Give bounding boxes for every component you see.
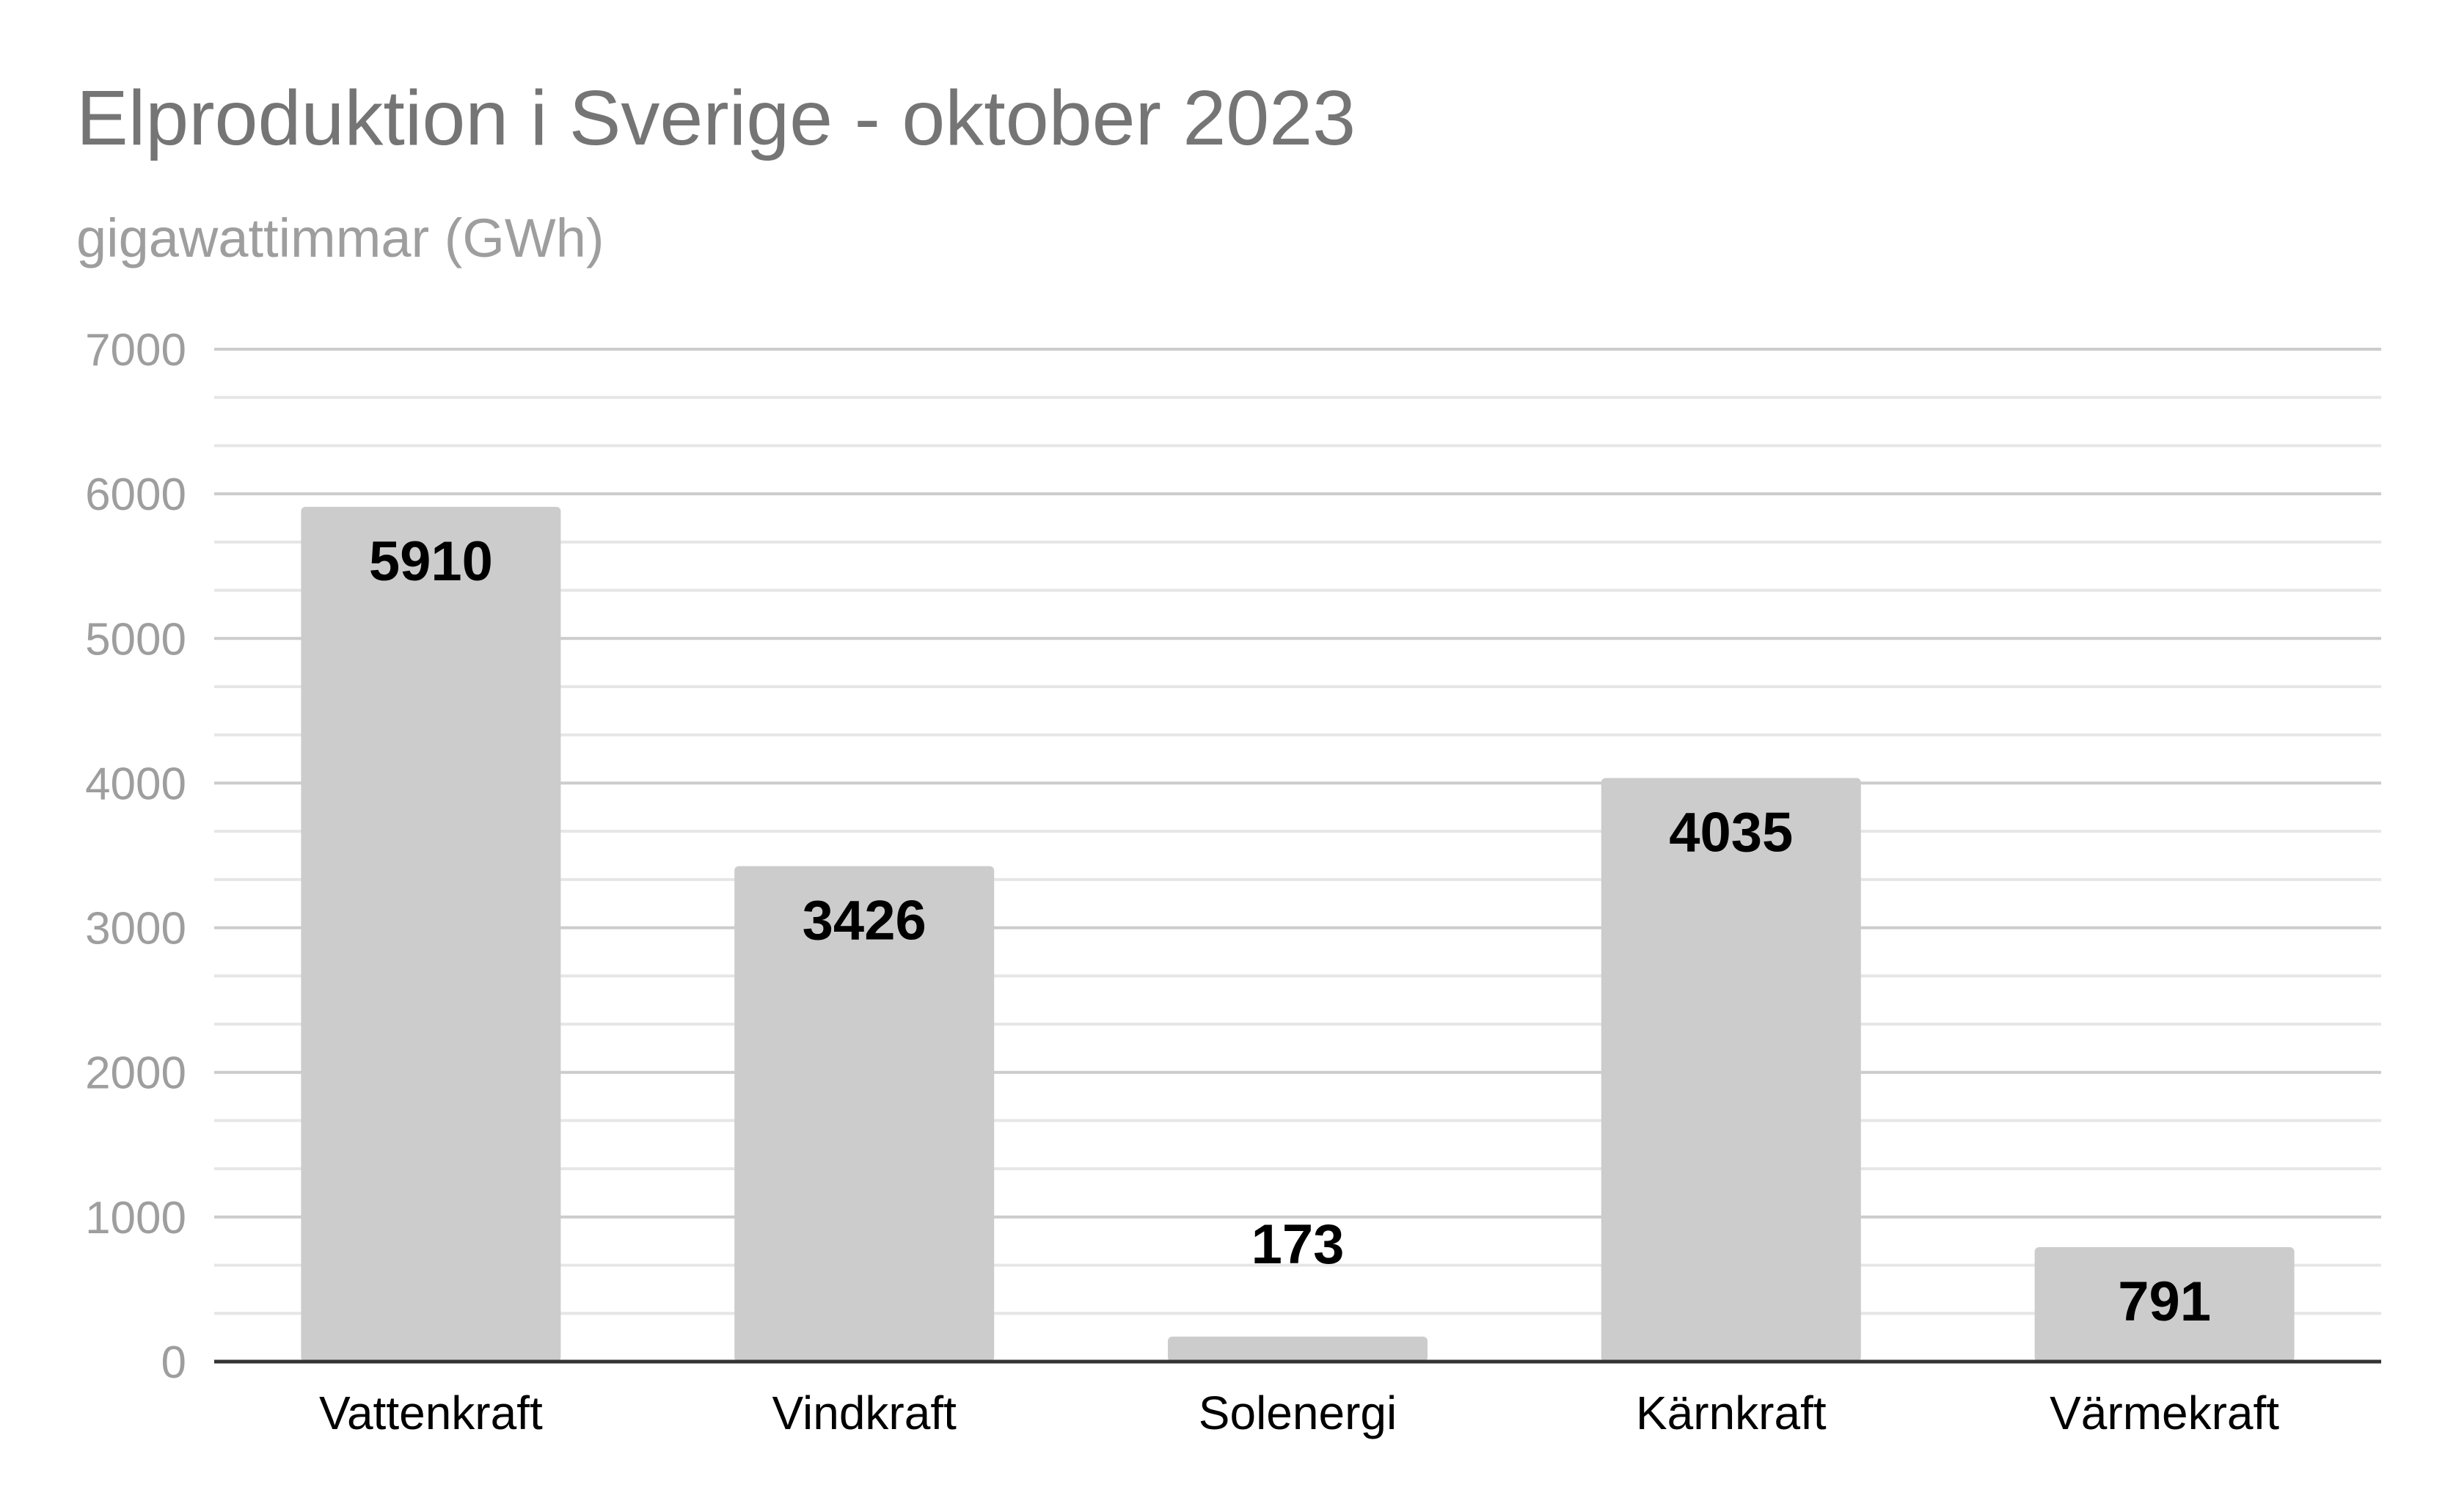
data-label: 173 <box>1251 1213 1345 1276</box>
x-tick-label: Vindkraft <box>772 1387 957 1439</box>
bar-värmekraft <box>2034 1247 2295 1362</box>
x-tick-label: Vattenkraft <box>319 1387 543 1439</box>
bar-kärnkraft <box>1601 778 1861 1362</box>
data-label: 791 <box>2118 1271 2211 1333</box>
chart-title: Elproduktion i Sverige - oktober 2023 <box>76 75 1356 161</box>
y-tick-label: 2000 <box>85 1048 186 1099</box>
y-tick-label: 3000 <box>85 904 186 954</box>
bars <box>301 506 2295 1362</box>
bar-solenergi <box>1168 1336 1428 1362</box>
x-tick-label: Solenergi <box>1199 1387 1397 1439</box>
bar-vindkraft <box>734 866 995 1362</box>
y-tick-label: 5000 <box>85 614 186 665</box>
y-tick-label: 0 <box>161 1337 186 1388</box>
y-tick-label: 6000 <box>85 470 186 520</box>
data-label: 4035 <box>1669 802 1793 864</box>
x-tick-label: Värmekraft <box>2050 1387 2279 1439</box>
labels: 0 1000 2000 3000 4000 5000 6000 7000 5910 Vattenk… <box>85 325 2279 1439</box>
x-tick-label: Kärnkraft <box>1636 1387 1827 1439</box>
y-tick-label: 7000 <box>85 325 186 376</box>
bar-vattenkraft <box>301 506 561 1362</box>
y-tick-label: 4000 <box>85 759 186 809</box>
chart-subtitle: gigawattimmar (GWh) <box>76 208 604 269</box>
data-label: 5910 <box>369 530 493 593</box>
y-tick-label: 1000 <box>85 1193 186 1243</box>
gridlines <box>214 348 2381 1315</box>
data-label: 3426 <box>803 890 927 952</box>
